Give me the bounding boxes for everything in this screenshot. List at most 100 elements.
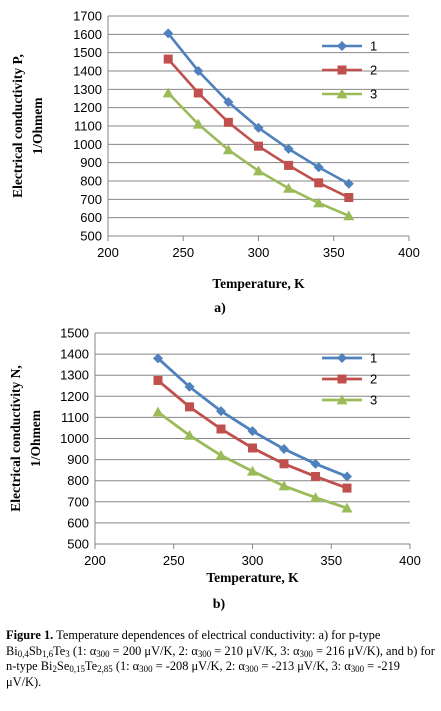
y-tick-label: 1100: [61, 410, 89, 425]
data-point: [184, 429, 195, 440]
data-point: [313, 197, 325, 208]
data-point: [283, 182, 295, 193]
series-2-a: [163, 54, 354, 202]
caption-sub: 300: [350, 664, 365, 675]
series-3-a: [162, 87, 355, 221]
caption-sub: 0,4: [17, 648, 29, 659]
data-point: [279, 444, 289, 455]
legend: 1 2 3: [322, 351, 377, 408]
y-tick-label: 800: [80, 174, 102, 189]
caption-sub: 3: [65, 648, 70, 659]
y-tick-label: 800: [67, 473, 89, 488]
x-tick-label: 200: [97, 245, 119, 260]
data-point: [185, 402, 194, 412]
y-tick-label: 900: [67, 452, 89, 467]
caption-sub: 300: [244, 664, 259, 675]
y-tick-label: 1500: [73, 45, 102, 60]
panel-label-b: b): [213, 597, 226, 612]
legend-marker: [337, 353, 347, 363]
caption-text: (1: α: [112, 659, 140, 674]
data-point: [279, 459, 289, 469]
data-point: [223, 117, 233, 127]
caption-text: = 200 μV/K, 2: α: [109, 643, 198, 658]
chart-b: 500 600 700 800 900 1000 1100 1200 1300 1400 1500 2…: [4, 322, 436, 622]
x-tick-label: 350: [320, 553, 342, 568]
series-line: [167, 32, 350, 185]
data-point: [247, 465, 258, 476]
chart-b-svg: 5006007008009001000110012001300140015002…: [8, 326, 421, 613]
y-tick-label: 1200: [60, 389, 89, 404]
data-point: [342, 471, 352, 482]
data-point: [193, 66, 204, 76]
series-3-b: [152, 406, 353, 513]
y-tick-label: 1500: [60, 326, 89, 341]
y-tick-label: 700: [67, 494, 89, 509]
data-point: [184, 381, 195, 392]
data-point: [253, 165, 264, 176]
panel-label-a: a): [214, 301, 226, 316]
y-tick-label: 1700: [73, 9, 102, 24]
data-point: [253, 122, 264, 133]
caption-figure-label: Figure 1.: [6, 628, 54, 642]
x-axis-title: Temperature, K: [206, 570, 299, 585]
caption-text: = 216 μV/K), and b) for n-type Bi: [6, 643, 435, 674]
legend-label: 1: [370, 39, 377, 54]
data-point: [153, 375, 163, 385]
y-tick-label: 1200: [73, 100, 102, 115]
data-point: [223, 97, 234, 108]
data-point: [284, 160, 294, 170]
series-2-b: [153, 375, 352, 493]
legend-marker: [336, 88, 348, 99]
caption-text: = -208 μV/K, 2: α: [152, 659, 245, 674]
data-point: [247, 426, 258, 437]
chart-a: 500 600 700 800 900 1000 1100 1200 1300 1400 1500 1…: [4, 2, 436, 320]
legend-label: 3: [370, 87, 377, 102]
caption-text: Te: [84, 659, 98, 674]
data-point: [216, 406, 226, 417]
x-tick-label: 400: [399, 553, 421, 568]
caption-sub: 2,85: [97, 664, 113, 675]
caption-text: = -219 μV/K).: [6, 659, 400, 689]
caption-sub: 300: [197, 648, 212, 659]
y-tick-label: 1300: [60, 368, 89, 383]
caption-text: = -213 μV/K, 3: α: [258, 659, 351, 674]
data-point: [163, 54, 173, 64]
caption-text: Se: [56, 659, 70, 674]
caption-sub: 1,6: [41, 648, 54, 659]
y-tick-label: 1100: [74, 119, 102, 134]
data-point: [342, 483, 352, 493]
data-point: [193, 88, 203, 98]
x-tick-label: 350: [323, 245, 345, 260]
legend-marker: [336, 394, 348, 405]
y-axis-title-unit: 1/Ohmem: [30, 97, 45, 155]
x-tick-label: 250: [163, 553, 185, 568]
data-point: [310, 492, 321, 502]
caption-sub: 300: [139, 664, 153, 675]
data-point: [283, 143, 294, 154]
data-point: [254, 141, 263, 151]
data-point: [222, 144, 234, 155]
y-tick-label: 1000: [73, 137, 102, 152]
chart-a-svg: 5006007008009001000110012001300140015001…: [10, 9, 420, 317]
data-point: [163, 28, 174, 39]
caption-sub: 2: [52, 664, 57, 675]
x-tick-label: 400: [398, 245, 420, 260]
series-1-a: [163, 28, 354, 189]
y-tick-label: 700: [80, 192, 102, 207]
legend-label: 1: [370, 351, 377, 366]
data-point: [343, 210, 355, 221]
x-tick-label: 300: [242, 553, 264, 568]
caption-text: Te: [53, 643, 66, 658]
y-tick-label: 500: [80, 229, 102, 244]
y-axis-title-unit: 1/Ohmem: [28, 409, 43, 467]
y-tick-label: 1400: [60, 347, 89, 362]
legend-label: 2: [370, 372, 377, 387]
legend-marker: [337, 374, 347, 384]
data-point: [216, 424, 226, 434]
legend-label: 3: [370, 393, 377, 408]
y-tick-label: 1300: [73, 82, 102, 97]
caption-text: (1: α: [69, 643, 97, 658]
legend-marker: [337, 65, 347, 75]
data-point: [278, 480, 290, 491]
legend-label: 2: [370, 63, 377, 78]
